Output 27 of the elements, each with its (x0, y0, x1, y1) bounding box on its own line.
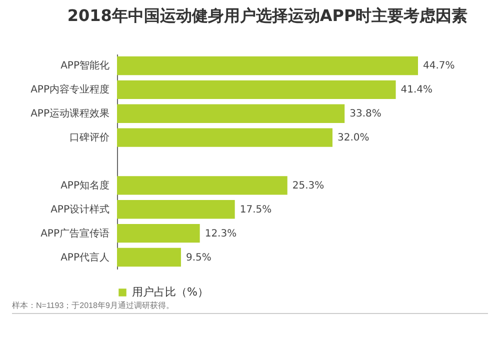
y-tick-label: APP广告宣传语 (40, 227, 110, 240)
y-tick-label: APP内容专业程度 (30, 84, 110, 96)
bar (117, 248, 181, 267)
data-label: 25.3% (292, 180, 324, 192)
text: 样本：N=1193；于2018年9月通过调研获得。 (12, 300, 488, 311)
data-label: 17.5% (240, 204, 272, 216)
bar (117, 200, 235, 219)
bar (117, 224, 200, 243)
data-label: 12.3% (204, 228, 237, 240)
bar (117, 80, 396, 100)
legend-label: 用户占比（%） (132, 286, 208, 298)
data-label: 44.7% (423, 60, 455, 72)
data-label: 41.4% (400, 84, 433, 96)
y-tick-label: APP智能化 (60, 60, 110, 72)
data-label: 9.5% (186, 252, 212, 264)
y-tick-label: APP运动课程效果 (30, 108, 110, 120)
y-tick-label: APP知名度 (60, 179, 110, 192)
y-tick-label: APP代言人 (60, 251, 110, 264)
bar (117, 176, 288, 195)
data-label: 32.0% (337, 132, 370, 144)
chart-title: 2018年中国运动健身用户选择运动APP时主要考虑因素 (67, 6, 468, 25)
y-tick-label: APP设计样式 (50, 203, 110, 216)
data-label: 33.8% (350, 108, 382, 120)
bar (117, 104, 345, 123)
bar (117, 56, 418, 76)
y-tick-label: 口碑评价 (70, 132, 110, 144)
bar (117, 128, 332, 147)
